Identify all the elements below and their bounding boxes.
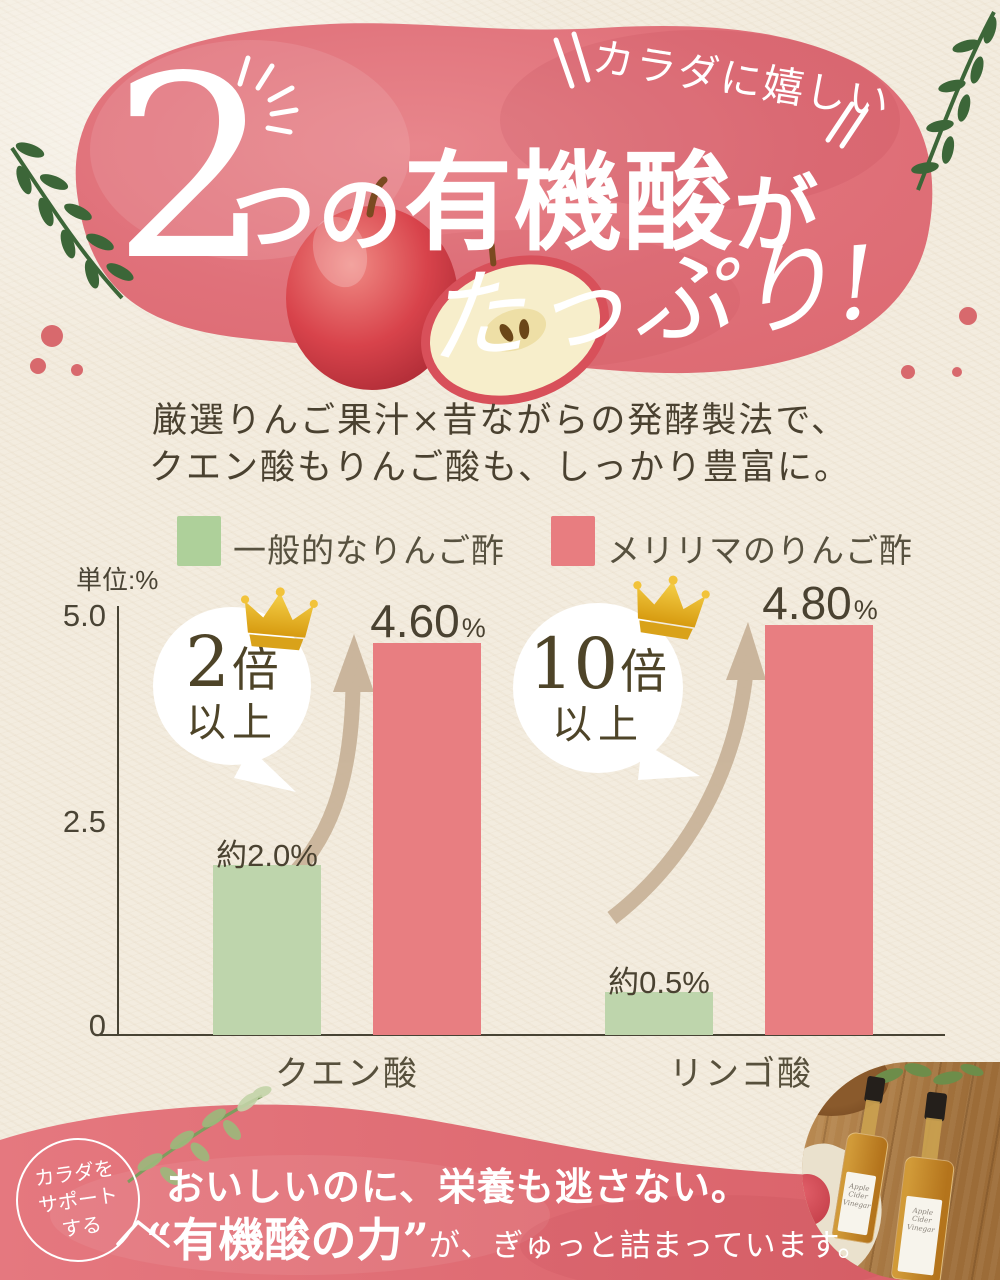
bubble-sub: 以上: [552, 702, 644, 748]
bubble-unit: 倍: [231, 643, 279, 698]
footer-emphasis: “有機酸の力”: [146, 1213, 429, 1267]
slash-accents-icon: [553, 31, 869, 149]
bar-value-label: 約0.5%: [608, 965, 710, 1000]
photo-leaves-icon: [872, 1063, 984, 1085]
crown-icon: [633, 575, 710, 640]
bubble-number: 2: [185, 621, 230, 703]
bar-generic-malic: [605, 992, 713, 1035]
accent-dots-icon: [30, 307, 977, 379]
headline-title-part: 有機酸: [404, 140, 735, 266]
value-percent-sign: %: [853, 595, 878, 625]
bar-value-label: 4.60%: [358, 594, 498, 648]
legend-swatch-meririma: [551, 516, 595, 566]
y-tick-5: 5.0: [62, 598, 106, 633]
half-apple-illustration: [421, 242, 609, 405]
bar-meririma-citric: [373, 643, 481, 1035]
branch-left-icon: [10, 142, 134, 300]
bubble-number: 10: [528, 623, 619, 705]
value-number: 4.80: [762, 577, 852, 629]
headline-title-part: つの: [232, 164, 405, 264]
bubble-sub: 以上: [186, 700, 278, 746]
bar-generic-citric: [213, 865, 321, 1035]
intro-line2: クエン酸もりんご酸も、しっかり豊富に。: [149, 447, 851, 488]
headline-title: つの 有機酸が: [232, 140, 821, 266]
headline-title-part: が: [734, 164, 821, 264]
crown-icon: [240, 587, 318, 651]
legend-swatch-generic: [177, 516, 221, 566]
x-axis: [100, 1034, 945, 1036]
x-category-malic: リンゴ酸: [669, 1055, 813, 1093]
chart-unit-label: 単位:%: [76, 565, 159, 595]
legend-label-meririma: メリリマのりんご酢: [607, 532, 913, 569]
product-photo: Apple Cider Vinegar Apple Cider Vinegar: [802, 1062, 1000, 1280]
y-axis: [117, 606, 119, 1036]
burst-lines-icon: [237, 55, 299, 135]
branch-top-right-icon: [911, 11, 997, 191]
bar-value-label: 4.80%: [750, 576, 890, 630]
intro-line1: 厳選りんご果汁×昔ながらの発酵製法で、: [152, 401, 848, 441]
bubble-unit: 倍: [620, 645, 668, 700]
legend-label-generic: 一般的なりんご酢: [233, 532, 505, 569]
bar-value-label: 約2.0%: [216, 838, 318, 873]
apple-illustration: [286, 176, 458, 390]
value-percent-sign: %: [461, 613, 486, 643]
x-category-citric: クエン酸: [275, 1055, 419, 1093]
swoosh-icon: [116, 1220, 170, 1248]
bar-meririma-malic: [765, 625, 873, 1035]
footer-rest: が、ぎゅっと詰まっています。: [428, 1228, 870, 1264]
y-tick-2-5: 2.5: [62, 804, 106, 839]
footer-headline: おいしいのに、栄養も逃さない。: [166, 1164, 750, 1209]
intro-copy: 厳選りんご果汁×昔ながらの発酵製法で、 クエン酸もりんご酸も、しっかり豊富に。: [0, 398, 1000, 492]
headline-number: 2: [112, 23, 273, 316]
value-number: 4.60: [370, 595, 460, 647]
footer-subline: “有機酸の力” が、ぎゅっと詰まっています。: [146, 1204, 869, 1270]
